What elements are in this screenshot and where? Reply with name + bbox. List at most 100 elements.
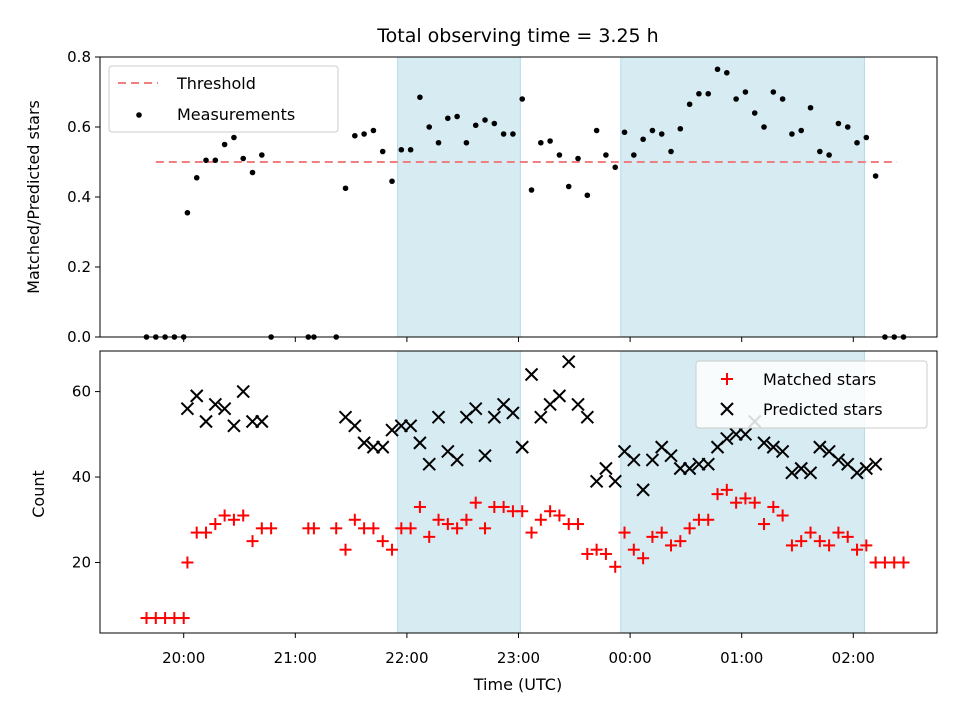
- measurement-point: [231, 134, 237, 141]
- matched-star-point: [376, 535, 389, 548]
- measurement-point: [826, 152, 832, 158]
- measurement-point: [649, 127, 656, 134]
- measurement-point: [761, 124, 767, 130]
- measurement-point: [249, 169, 256, 176]
- measurement-point: [733, 96, 739, 102]
- x-tick-label: 01:00: [720, 649, 763, 667]
- measurement-point: [398, 146, 405, 153]
- predicted-star-point: [766, 440, 781, 454]
- measurement-point: [621, 129, 628, 136]
- predicted-star-point: [403, 419, 418, 433]
- legend-matched-swatch: [721, 373, 733, 385]
- matched-star-point: [423, 530, 436, 543]
- matched-stars-points: [140, 483, 910, 625]
- matched-star-point: [432, 513, 445, 526]
- matched-star-point: [451, 522, 464, 535]
- measurement-point: [184, 209, 191, 216]
- legend-matched-label: Matched stars: [763, 370, 876, 389]
- predicted-star-point: [803, 466, 818, 480]
- count-plot-frame: [99, 350, 938, 634]
- count-legend-box: [695, 360, 928, 429]
- predicted-star-point: [868, 457, 883, 471]
- y-tick-label: 0.2: [67, 258, 91, 276]
- measurement-point: [445, 115, 451, 122]
- predicted-star-point: [627, 453, 641, 467]
- measurement-point: [686, 101, 693, 108]
- measurement-point: [696, 90, 702, 97]
- predicted-star-point: [190, 389, 204, 403]
- ratio-legend-box: [108, 65, 339, 133]
- measurement-point: [789, 131, 795, 137]
- matched-star-point: [711, 488, 724, 501]
- predicted-star-point: [859, 461, 874, 476]
- measurement-point: [854, 139, 860, 146]
- measurement-point: [538, 139, 544, 146]
- x-tick-label: 02:00: [832, 649, 875, 667]
- matched-star-point: [627, 543, 640, 556]
- matched-star-point: [209, 518, 222, 531]
- measurement-point: [872, 173, 879, 179]
- measurement-point: [389, 178, 395, 185]
- matched-star-point: [497, 500, 510, 513]
- measurement-point: [472, 122, 479, 129]
- matched-star-point: [460, 513, 473, 526]
- measurement-point: [556, 152, 563, 158]
- measurement-point: [751, 110, 758, 116]
- predicted-star-point: [552, 389, 567, 403]
- measurement-point: [658, 131, 665, 137]
- predicted-star-point: [850, 466, 864, 480]
- count-panel: 20:00 21:00 22:00 23:00 00:00 01:00 02:00 20 40…: [29, 350, 938, 667]
- matched-star-point: [767, 500, 780, 513]
- matched-star-point: [177, 612, 190, 625]
- measurement-point: [435, 139, 442, 146]
- ratio-panel: 0.00.20.40.60.8 Matched/Predicted stars …: [24, 48, 938, 346]
- matched-star-point: [339, 543, 352, 556]
- legend-measurements-label: Measurements: [177, 105, 295, 124]
- predicted-star-point: [422, 457, 436, 471]
- predicted-star-point: [450, 453, 464, 467]
- matched-star-point: [469, 496, 482, 509]
- matched-star-point: [200, 526, 213, 539]
- matched-star-point: [823, 539, 836, 552]
- measurement-point: [361, 131, 367, 137]
- predicted-star-point: [664, 448, 678, 463]
- predicted-star-point: [199, 414, 213, 429]
- matched-star-point: [795, 535, 808, 548]
- x-tick-label: 20:00: [162, 649, 205, 667]
- predicted-star-point: [831, 453, 846, 467]
- predicted-star-point: [785, 466, 799, 480]
- matched-star-point: [218, 509, 231, 522]
- matched-star-point: [609, 560, 622, 573]
- matched-star-point: [227, 513, 240, 526]
- matched-star-point: [581, 547, 594, 560]
- shaded-interval-1: [397, 56, 521, 338]
- measurement-point: [807, 104, 814, 111]
- matched-star-point: [307, 522, 320, 535]
- legend-threshold-label: Threshold: [176, 74, 256, 93]
- predicted-star-point: [385, 423, 399, 437]
- measurement-point: [668, 148, 674, 155]
- measurement-point: [705, 90, 712, 97]
- measurement-point: [575, 155, 581, 162]
- matched-star-point: [860, 539, 873, 552]
- predicted-star-point: [227, 419, 241, 433]
- measurement-point: [221, 141, 228, 148]
- predicted-star-point: [376, 440, 390, 454]
- matched-star-point: [841, 530, 854, 543]
- ratio-x-ticks: [183, 337, 854, 342]
- matched-star-point: [776, 509, 789, 522]
- matched-star-point: [813, 535, 826, 548]
- measurement-point: [770, 89, 777, 95]
- measurement-point: [491, 120, 498, 127]
- measurement-point: [352, 132, 358, 139]
- predicted-star-point: [813, 440, 827, 454]
- matched-star-point: [348, 513, 361, 526]
- matched-star-point: [730, 496, 743, 509]
- matched-star-point: [702, 513, 715, 526]
- x-tick-label: 23:00: [497, 649, 540, 667]
- predicted-star-point: [580, 410, 595, 424]
- y-tick-label: 0.0: [67, 328, 91, 346]
- count-y-axis-label: Count: [29, 470, 48, 518]
- predicted-star-point: [357, 436, 371, 450]
